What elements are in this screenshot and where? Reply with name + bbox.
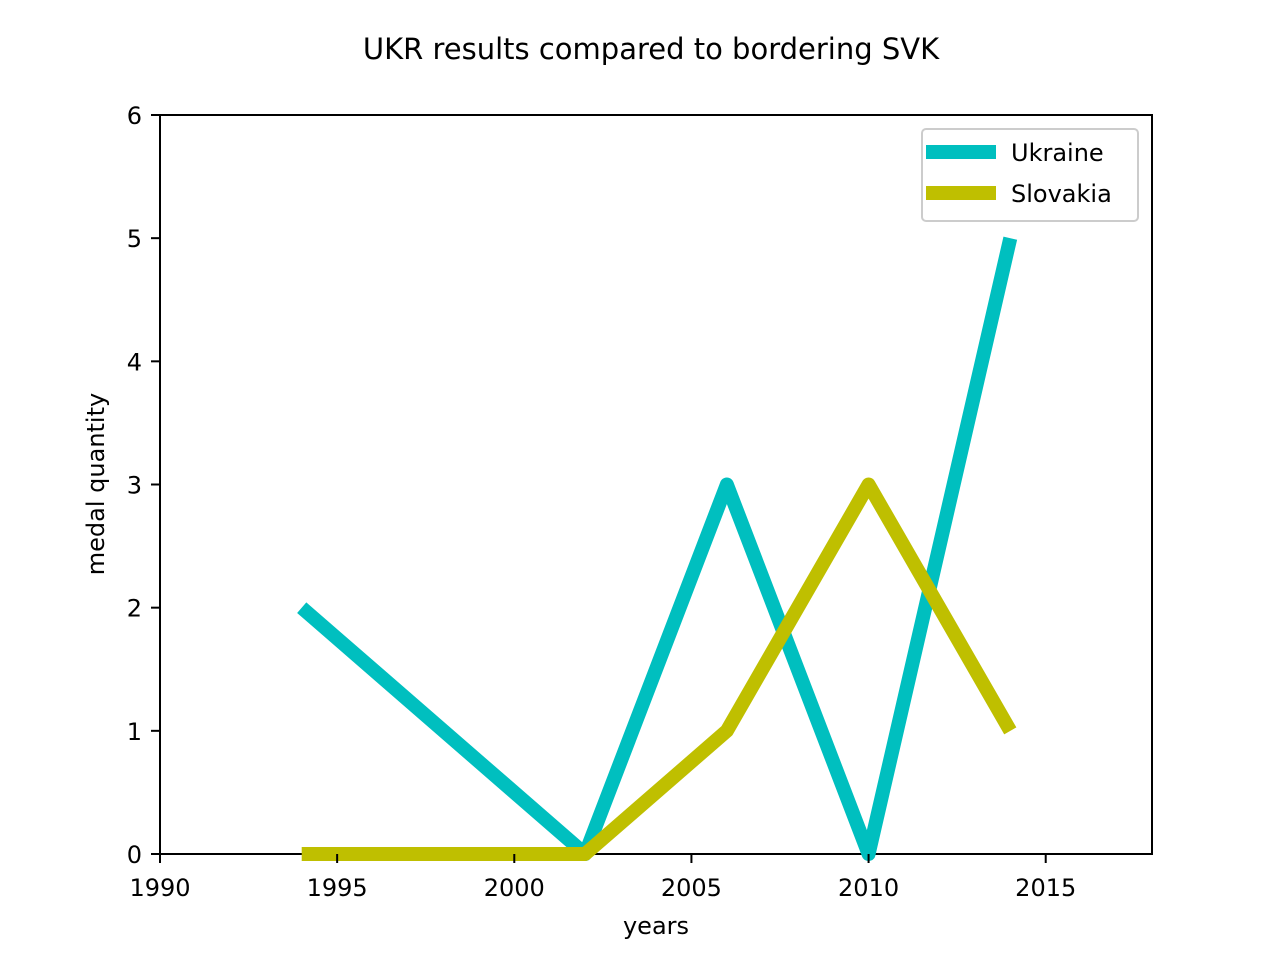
x-tick-label: 2010 <box>838 874 899 902</box>
x-axis-label: years <box>623 912 689 940</box>
legend-items: Ukraine Slovakia <box>926 139 1112 208</box>
y-axis-ticks: 0 1 2 3 4 5 6 <box>127 102 160 869</box>
y-axis-label: medal quantity <box>82 393 110 575</box>
legend-label-slovakia: Slovakia <box>1011 180 1112 208</box>
y-tick-label: 0 <box>127 841 142 869</box>
y-tick-label: 4 <box>127 348 142 376</box>
plot-area-frame <box>159 114 1153 855</box>
y-tick-label: 1 <box>127 718 142 746</box>
series-line-slovakia <box>301 477 1017 861</box>
x-tick-label: 1995 <box>307 874 368 902</box>
y-tick-label: 3 <box>127 472 142 500</box>
x-tick-label: 2015 <box>1015 874 1076 902</box>
y-tick-label: 2 <box>127 595 142 623</box>
x-tick-label: 2005 <box>661 874 722 902</box>
legend-label-ukraine: Ukraine <box>1011 139 1104 167</box>
chart-title: UKR results compared to bordering SVK <box>363 32 940 66</box>
x-axis-ticks: 1990 1995 2000 2005 2010 2015 <box>129 854 1076 902</box>
y-tick-label: 5 <box>127 225 142 253</box>
series-layer <box>297 236 1018 861</box>
legend: Ukraine Slovakia <box>921 128 1139 222</box>
x-tick-label: 1990 <box>129 874 190 902</box>
x-tick-label: 2000 <box>484 874 545 902</box>
y-tick-label: 6 <box>127 102 142 130</box>
